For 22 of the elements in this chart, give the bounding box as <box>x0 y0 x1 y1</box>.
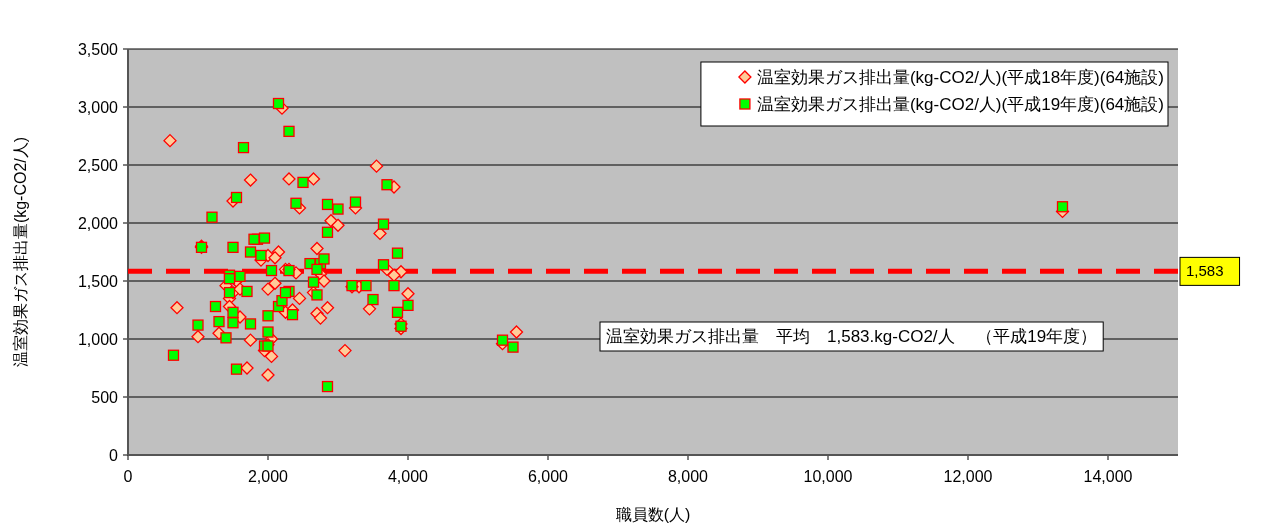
legend-label: 温室効果ガス排出量(kg-CO2/人)(平成19年度)(64施設) <box>756 95 1164 114</box>
y-tick-label: 2,000 <box>77 215 119 232</box>
x-axis-title: 職員数(人) <box>615 506 691 523</box>
x-tick-label: 6,000 <box>527 468 569 485</box>
y-tick-label: 1,000 <box>77 331 119 348</box>
y-axis-title: 温室効果ガス排出量(kg-CO2/人) <box>12 136 29 368</box>
y-tick-label: 500 <box>91 389 119 406</box>
x-tick-label: 12,000 <box>943 468 993 485</box>
x-tick-label: 2,000 <box>247 468 289 485</box>
y-tick-label: 3,000 <box>77 99 119 116</box>
ref-line-label: 1,583 <box>1186 262 1224 280</box>
x-tick-label: 10,000 <box>803 468 853 485</box>
x-tick-label: 8,000 <box>667 468 709 485</box>
legend-label: 温室効果ガス排出量(kg-CO2/人)(平成18年度)(64施設) <box>756 68 1164 87</box>
annotation: 温室効果ガス排出量 平均 1,583.kg-CO2/人 （平成19年度） <box>606 327 1098 346</box>
x-tick-label: 14,000 <box>1083 468 1133 485</box>
y-tick-label: 0 <box>109 447 119 464</box>
y-tick-label: 3,500 <box>77 41 119 58</box>
y-tick-label: 1,500 <box>77 273 119 290</box>
x-tick-label: 4,000 <box>387 468 429 485</box>
y-tick-label: 2,500 <box>77 157 119 174</box>
x-tick-label: 0 <box>123 468 133 485</box>
